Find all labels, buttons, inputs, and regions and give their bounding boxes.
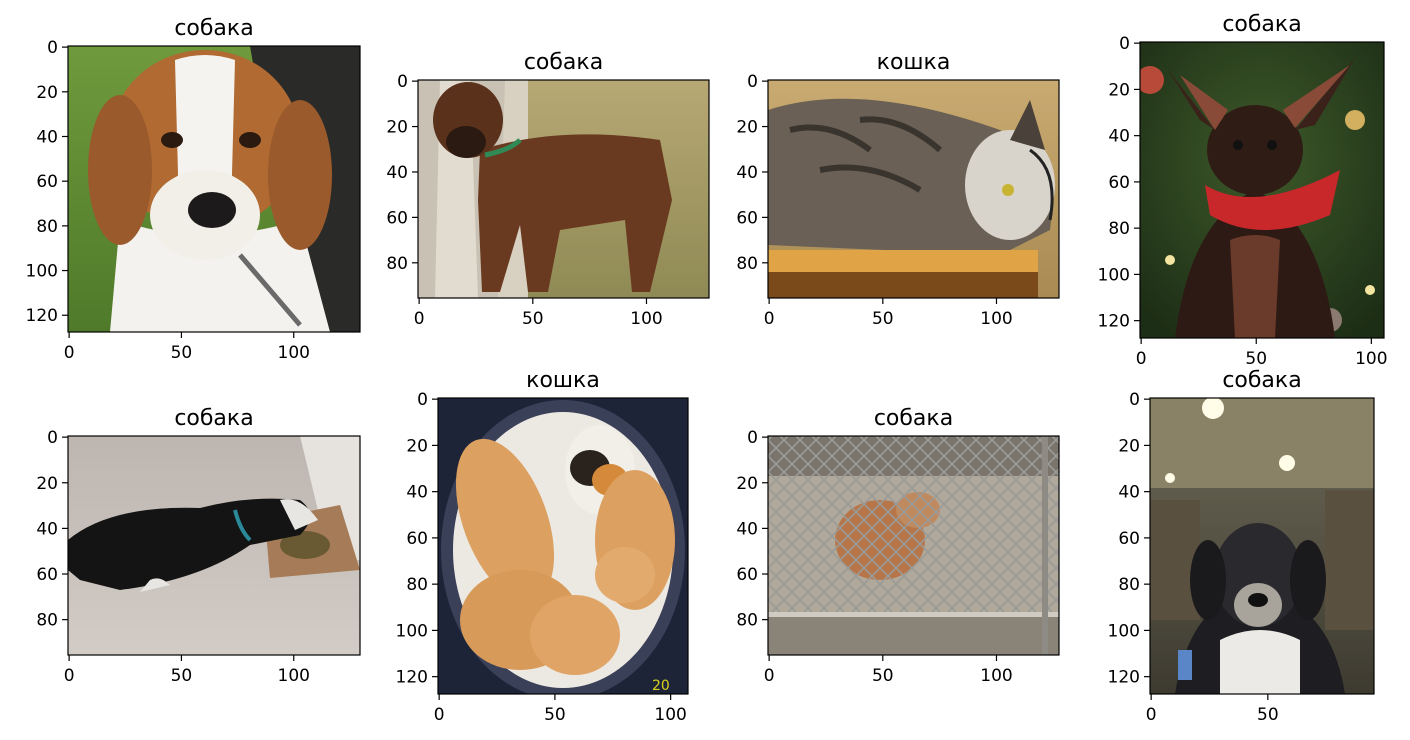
panel-2	[417, 79, 710, 299]
x-tick-label: 100	[1355, 349, 1387, 369]
x-tick-label: 100	[630, 309, 662, 329]
panel-5	[67, 435, 361, 656]
y-tick-label: 80	[736, 254, 758, 274]
x-tick-label: 50	[522, 309, 544, 329]
y-tick-label: 100	[1108, 621, 1140, 641]
store-puppy-photo	[1150, 398, 1374, 694]
black-dog-photo	[68, 436, 360, 655]
panel-7	[767, 435, 1060, 656]
y-tick-label: 0	[417, 390, 428, 410]
y-tick-label: 0	[47, 428, 58, 448]
y-tick-label: 80	[1108, 219, 1130, 239]
y-tick-label: 20	[386, 118, 408, 138]
x-tick-label: 100	[654, 705, 686, 725]
x-tick-label: 100	[980, 309, 1012, 329]
panel-title: собака	[524, 50, 603, 75]
x-tick-label: 100	[278, 343, 310, 363]
y-tick-label: 40	[736, 519, 758, 539]
y-tick-label: 80	[36, 611, 58, 631]
y-tick-label: 100	[1098, 265, 1130, 285]
x-tick-label: 0	[64, 666, 75, 686]
x-tick-label: 100	[980, 666, 1012, 686]
x-tick-label: 0	[1146, 705, 1157, 725]
x-tick-label: 50	[171, 666, 193, 686]
chihuahua-photo	[1140, 42, 1384, 338]
y-tick-label: 40	[1108, 127, 1130, 147]
fenced-dog-photo	[768, 436, 1059, 655]
panel-title: кошка	[877, 50, 951, 75]
x-tick-label: 0	[764, 309, 775, 329]
y-tick-label: 80	[1118, 575, 1140, 595]
y-tick-label: 40	[36, 519, 58, 539]
panel-title: собака	[1222, 12, 1301, 37]
y-tick-label: 40	[386, 163, 408, 183]
y-tick-label: 40	[36, 127, 58, 147]
boxer-photo	[418, 80, 709, 298]
kittens-photo: 20	[438, 398, 688, 694]
panel-6: 20	[437, 397, 689, 695]
y-tick-label: 60	[406, 529, 428, 549]
y-tick-label: 20	[1108, 80, 1130, 100]
panel-title: собака	[874, 406, 953, 431]
x-tick-label: 50	[544, 705, 566, 725]
x-tick-label: 0	[1136, 349, 1147, 369]
y-tick-label: 60	[736, 565, 758, 585]
y-tick-label: 120	[1098, 312, 1130, 332]
x-tick-label: 0	[64, 343, 75, 363]
x-tick-label: 50	[872, 666, 894, 686]
y-tick-label: 120	[396, 668, 428, 688]
y-tick-label: 60	[736, 208, 758, 228]
panel-title: кошка	[526, 368, 600, 393]
y-tick-label: 20	[406, 436, 428, 456]
y-tick-label: 80	[386, 254, 408, 274]
y-tick-label: 20	[736, 118, 758, 138]
svg-text:20: 20	[652, 678, 670, 694]
y-tick-label: 0	[397, 72, 408, 92]
y-tick-label: 20	[36, 83, 58, 103]
y-tick-label: 60	[1108, 173, 1130, 193]
y-tick-label: 60	[36, 565, 58, 585]
y-tick-label: 40	[736, 163, 758, 183]
y-tick-label: 0	[747, 428, 758, 448]
y-tick-label: 20	[736, 474, 758, 494]
x-tick-label: 0	[414, 309, 425, 329]
x-tick-label: 0	[434, 705, 445, 725]
y-tick-label: 80	[736, 611, 758, 631]
panel-4	[1139, 41, 1385, 339]
axes-overlay: собака 0 50 100 0 20 40 60 80 100 120 собака 0 50 100 0…	[26, 12, 1388, 725]
y-tick-label: 40	[406, 483, 428, 503]
y-tick-label: 120	[1108, 668, 1140, 688]
x-tick-label: 50	[1257, 705, 1279, 725]
y-tick-label: 0	[1119, 34, 1130, 54]
y-tick-label: 40	[1118, 483, 1140, 503]
panel-title: собака	[174, 16, 253, 41]
beagle-photo	[68, 46, 360, 332]
x-tick-label: 50	[1245, 349, 1267, 369]
tabby-cat-photo	[768, 80, 1059, 298]
y-tick-label: 80	[36, 217, 58, 237]
y-tick-label: 0	[1129, 390, 1140, 410]
panel-1	[67, 45, 361, 333]
y-tick-label: 60	[386, 208, 408, 228]
y-tick-label: 20	[1118, 436, 1140, 456]
panel-8	[1149, 397, 1375, 695]
y-tick-label: 60	[36, 172, 58, 192]
panel-title: собака	[174, 406, 253, 431]
y-tick-label: 80	[406, 575, 428, 595]
panel-title: собака	[1222, 368, 1301, 393]
y-tick-label: 60	[1118, 529, 1140, 549]
x-tick-label: 100	[278, 666, 310, 686]
y-tick-label: 0	[47, 38, 58, 58]
y-tick-label: 0	[747, 72, 758, 92]
x-tick-label: 0	[764, 666, 775, 686]
x-tick-label: 50	[171, 343, 193, 363]
y-tick-label: 120	[26, 306, 58, 326]
x-tick-label: 50	[872, 309, 894, 329]
y-tick-label: 100	[396, 621, 428, 641]
panel-3	[767, 79, 1060, 299]
y-tick-label: 100	[26, 262, 58, 282]
y-tick-label: 20	[36, 474, 58, 494]
